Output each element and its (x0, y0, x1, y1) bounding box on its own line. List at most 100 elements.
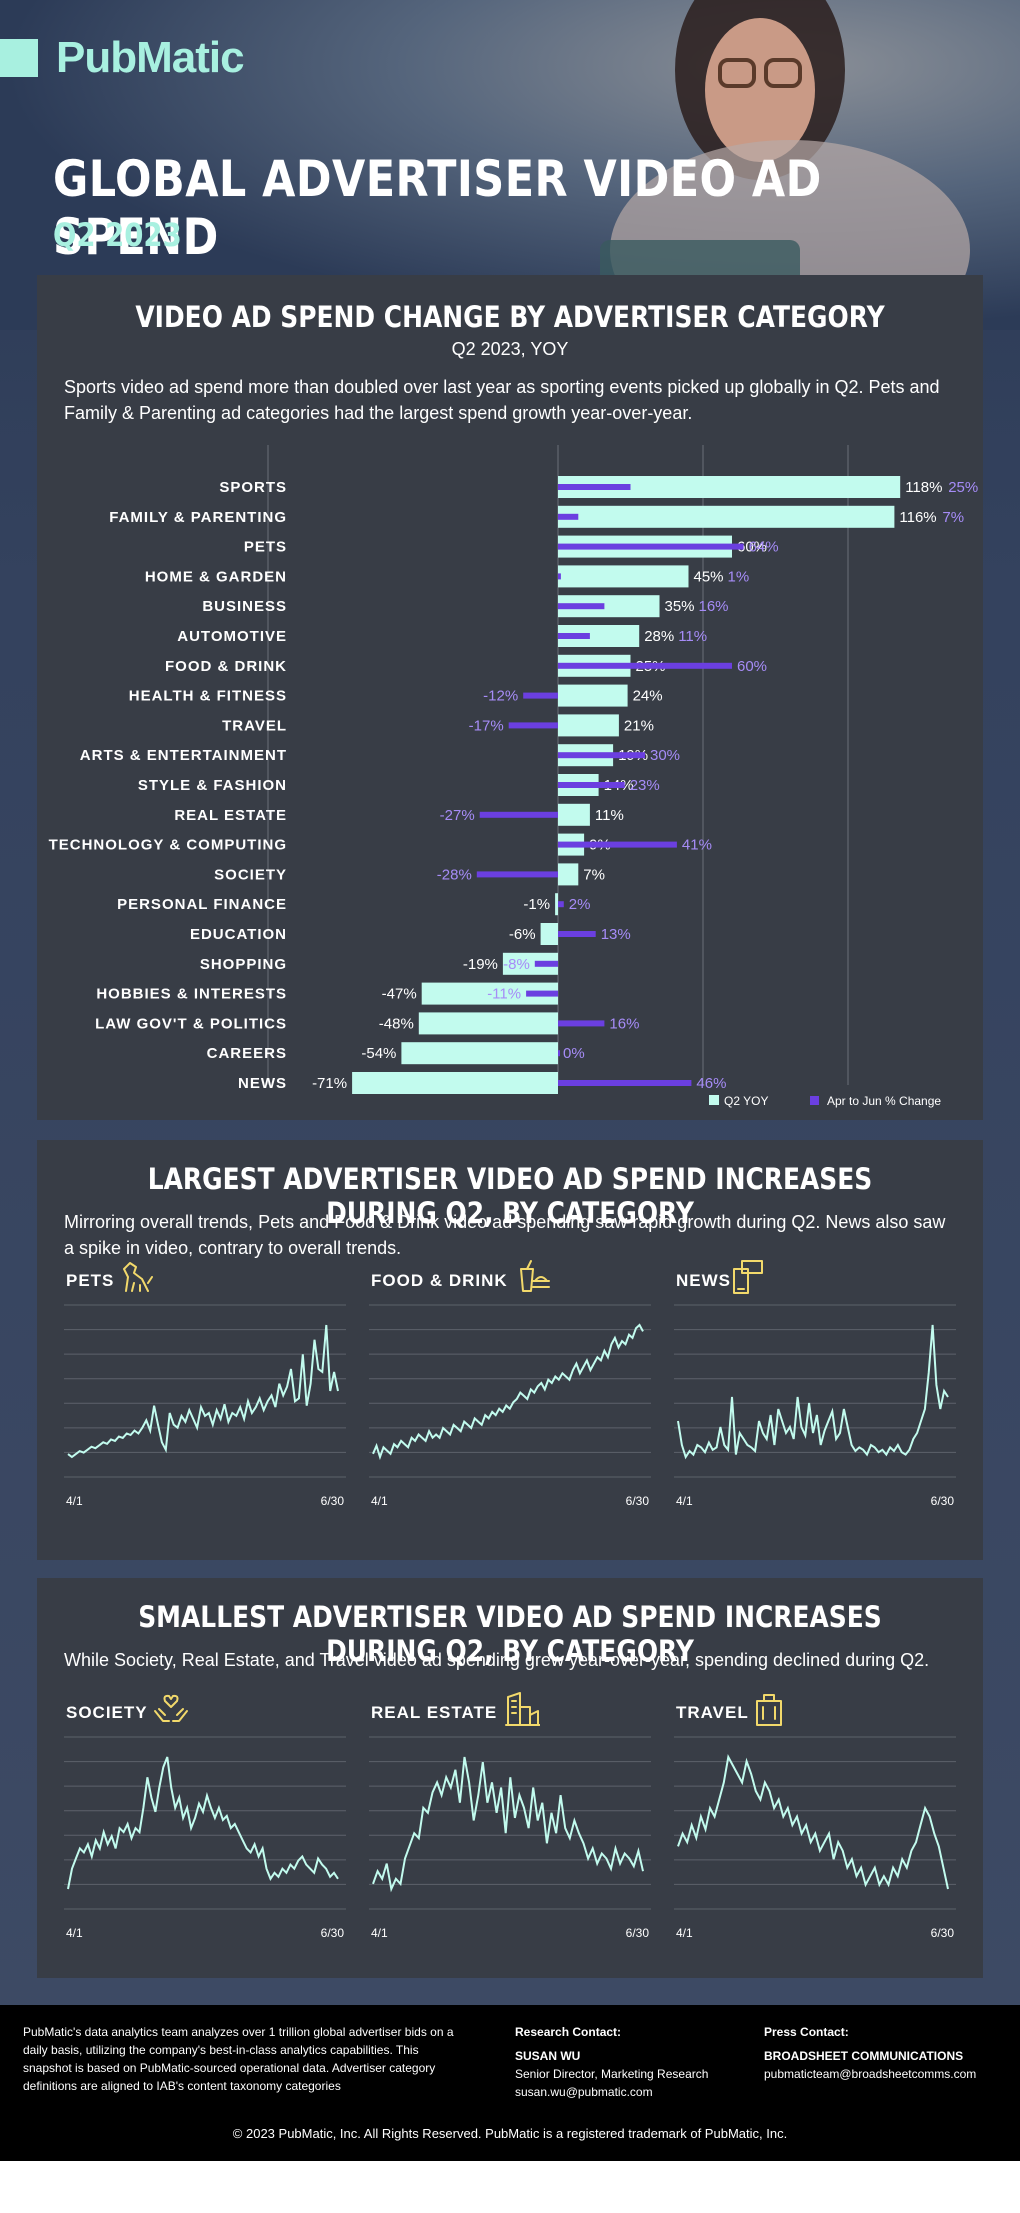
q2-bar (502, 952, 558, 975)
news-phone-icon (733, 1260, 763, 1294)
mini-line-chart: 4/1 6/30 (64, 1304, 346, 1508)
category-label: HOME & GARDEN (145, 568, 287, 585)
category-label: PETS (244, 539, 287, 556)
section3-description: While Society, Real Estate, and Travel v… (64, 1650, 930, 1670)
logo-mark (0, 39, 38, 77)
category-label: CAREERS (207, 1045, 287, 1062)
x-axis-start-label: 4/1 (676, 1926, 693, 1940)
apr-jun-bar (558, 1020, 605, 1027)
series-line (67, 1756, 339, 1890)
category-label: TRAVEL (222, 717, 287, 734)
food-drink-icon (520, 1260, 550, 1292)
apr-jun-bar (558, 1080, 692, 1086)
copyright: © 2023 PubMatic, Inc. All Rights Reserve… (232, 2126, 788, 2141)
apr-jun-value-label: 46% (696, 1075, 726, 1092)
food-drink-icon (520, 1260, 550, 1292)
section2-description: Mirroring overall trends, Pets and Food … (64, 1212, 946, 1258)
mini-line-chart: 4/1 6/30 (64, 1736, 346, 1940)
section1-title: VIDEO AD SPEND CHANGE BY ADVERTISER CATE… (135, 300, 885, 334)
q2-bar (418, 1012, 558, 1035)
apr-jun-bar (558, 603, 605, 610)
category-label: ARTS & ENTERTAINMENT (80, 747, 287, 764)
x-axis-start-label: 4/1 (66, 1494, 83, 1508)
q2-value-label: 24% (633, 688, 663, 705)
apr-jun-value-label: -17% (469, 717, 504, 734)
research-contact-email[interactable]: susan.wu@pubmatic.com (515, 2085, 653, 2099)
apr-jun-value-label: 7% (942, 509, 964, 526)
research-contact-title: Senior Director, Marketing Research (515, 2067, 709, 2081)
category-label: TECHNOLOGY & COMPUTING (49, 837, 287, 854)
apr-jun-value-label: -27% (440, 807, 475, 824)
q2-bar (558, 684, 628, 707)
category-label: PERSONAL FINANCE (117, 896, 287, 913)
page-title: GLOBAL ADVERTISER VIDEO AD SPEND (53, 150, 822, 266)
legend-swatch-q2 (709, 1095, 719, 1105)
apr-jun-value-label: 13% (601, 926, 631, 943)
apr-jun-bar (558, 901, 564, 908)
series-line (677, 1324, 949, 1460)
mini-line-chart: 4/1 6/30 (369, 1304, 651, 1508)
q2-bar (558, 714, 619, 737)
category-label: LAW GOV'T & POLITICS (95, 1015, 287, 1032)
apr-jun-value-label: -12% (483, 688, 518, 705)
brand-name: PubMatic (56, 33, 245, 82)
press-contact-heading: Press Contact: (764, 2025, 849, 2039)
apr-jun-value-label: 0% (563, 1045, 585, 1062)
phone-shape (733, 1260, 763, 1294)
apr-jun-value-label: 11% (678, 628, 707, 645)
x-axis-end-label: 6/30 (626, 1494, 650, 1508)
q2-value-label: 45% (694, 568, 724, 585)
buildings-icon (504, 1692, 540, 1726)
q2-bar (558, 595, 660, 618)
apr-jun-bar (508, 722, 558, 729)
category-change-panel: VIDEO AD SPEND CHANGE BY ADVERTISER CATE… (37, 275, 983, 1120)
x-axis-end-label: 6/30 (321, 1494, 345, 1508)
largest-increases-panel: LARGEST ADVERTISER VIDEO AD SPEND INCREA… (37, 1140, 983, 1560)
x-axis-end-label: 6/30 (931, 1494, 955, 1508)
q2-bar (540, 923, 558, 945)
mini-chart-title: FOOD & DRINK (371, 1271, 508, 1290)
research-contact-name: SUSAN WU (515, 2049, 581, 2063)
apr-jun-value-label: 2% (569, 896, 591, 913)
series-line (372, 1323, 644, 1461)
mini-line-chart: 4/1 6/30 (369, 1736, 651, 1940)
food-shape (520, 1260, 550, 1292)
mini-line-chart: 4/1 6/30 (674, 1304, 956, 1508)
legend-label-q2: Q2 YOY (724, 1094, 768, 1108)
apr-jun-bar (558, 752, 645, 759)
apr-jun-bar (558, 513, 579, 520)
category-label: EDUCATION (190, 926, 287, 943)
q2-bar (555, 893, 558, 916)
luggage-icon (756, 1694, 782, 1726)
hands-heart-icon (153, 1694, 188, 1722)
infographic: PubMatic GLOBAL ADVERTISER VIDEO AD SPEN… (0, 0, 1020, 2005)
q2-bar (558, 565, 689, 588)
x-axis-end-label: 6/30 (626, 1926, 650, 1940)
x-axis-end-label: 6/30 (321, 1926, 345, 1940)
q2-value-label: 118% (905, 479, 942, 496)
apr-jun-bar (558, 931, 596, 937)
apr-jun-value-label: 30% (650, 747, 680, 764)
luggage-shape (756, 1694, 782, 1726)
category-label: SHOPPING (200, 956, 287, 973)
press-contact-email[interactable]: pubmaticteam@broadsheetcomms.com (764, 2067, 977, 2081)
q2-value-label: -48% (379, 1015, 414, 1032)
category-label: HOBBIES & INTERESTS (96, 986, 287, 1003)
mini-chart-title: TRAVEL (676, 1703, 749, 1722)
x-axis-start-label: 4/1 (371, 1926, 388, 1940)
q2-value-label: 35% (665, 598, 695, 615)
q2-value-label: -47% (382, 986, 417, 1003)
page-subtitle: Q2 2023 (53, 216, 182, 254)
q2-value-label: 11% (595, 807, 624, 824)
q2-value-label: 116% (899, 509, 936, 526)
mini-chart-title: PETS (66, 1271, 115, 1290)
q2-bar (421, 982, 558, 1005)
hands-heart-icon (153, 1694, 188, 1722)
apr-jun-value-label: 60% (737, 658, 767, 675)
apr-jun-value-label: 25% (948, 479, 978, 496)
mini-chart-title: SOCIETY (66, 1703, 148, 1722)
buildings-icon (504, 1692, 540, 1726)
apr-jun-bar (526, 990, 558, 997)
section2-title: LARGEST ADVERTISER VIDEO AD SPEND INCREA… (147, 1162, 873, 1230)
press-contact-name: BROADSHEET COMMUNICATIONS (764, 2049, 964, 2063)
